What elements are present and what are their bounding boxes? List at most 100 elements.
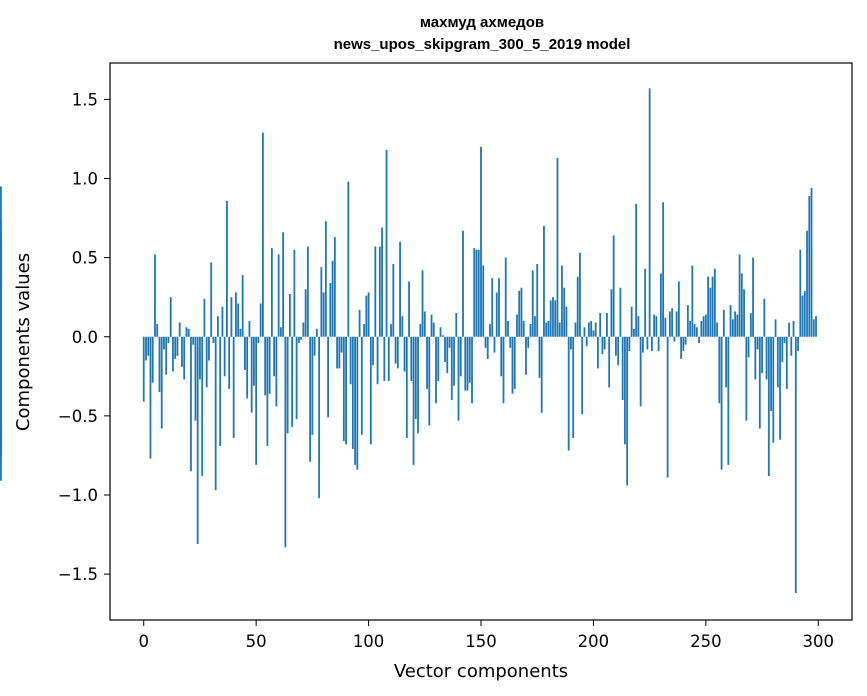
bar-62: [282, 232, 285, 337]
bar-270: [749, 313, 752, 337]
bar-132: [439, 327, 442, 337]
bar-226: [650, 336, 653, 351]
y-tick-label: 1.0: [72, 170, 98, 189]
bar-72: [304, 289, 307, 337]
bar-22: [192, 336, 195, 345]
bar-208: [610, 289, 613, 337]
bar-215: [626, 336, 629, 486]
bar-268: [745, 336, 748, 421]
bar-252: [709, 287, 712, 337]
bar-156: [493, 336, 496, 353]
bar-230: [659, 273, 662, 337]
bar-47: [248, 320, 251, 337]
bar-284: [781, 336, 784, 363]
bar-115: [401, 316, 404, 337]
bar-23: [194, 336, 197, 421]
bar-37: [226, 200, 228, 337]
bar-135: [446, 336, 449, 374]
x-tick-label: 200: [578, 632, 610, 651]
bar-65: [288, 294, 291, 337]
y-tick-label: 0.0: [72, 328, 98, 347]
bar-17: [181, 336, 183, 367]
x-axis-label: Vector components: [394, 661, 568, 682]
bar-79: [320, 267, 323, 337]
bar-137: [450, 336, 453, 401]
bar-291: [797, 336, 799, 351]
bar-209: [612, 235, 615, 337]
bar-10: [165, 336, 168, 375]
bar-292: [799, 249, 802, 337]
x-tick-label: 150: [465, 632, 497, 651]
bar-128: [430, 314, 433, 337]
bar-120: [412, 336, 415, 465]
bar-130: [435, 336, 437, 404]
bar-31: [212, 336, 215, 344]
bar-14: [174, 336, 177, 359]
bar-249: [702, 316, 705, 337]
bar-122: [417, 336, 419, 434]
bar-174: [534, 316, 536, 337]
bar-189: [567, 336, 570, 451]
bar-261: [729, 305, 732, 337]
x-axis-ticks: 0 50 100 150 200 250 300: [138, 620, 834, 651]
bar-266: [740, 273, 743, 337]
bar-163: [509, 336, 512, 348]
bar-143: [464, 336, 467, 391]
bar-239: [680, 336, 683, 359]
bar-21: [190, 336, 192, 472]
bar-274: [758, 336, 761, 429]
bar-103: [374, 246, 377, 337]
bar-246: [695, 327, 698, 337]
bar-214: [624, 336, 626, 445]
bar-125: [423, 311, 426, 337]
bar-138: [453, 336, 455, 386]
bar-299: [815, 316, 817, 337]
bar-180: [547, 320, 550, 337]
bar-151: [482, 265, 485, 337]
bar-207: [608, 336, 611, 388]
bar-32: [214, 336, 217, 491]
bar-77: [315, 328, 318, 337]
bar-280: [772, 336, 775, 443]
bar-71: [302, 322, 305, 337]
bar-69: [297, 336, 300, 344]
bar-195: [581, 336, 584, 415]
bar-235: [671, 308, 674, 337]
bar-104: [376, 336, 379, 385]
bar-293: [801, 295, 804, 337]
bar-294: [803, 290, 806, 337]
bar-260: [727, 336, 730, 465]
bar-76: [313, 336, 316, 356]
bar-176: [538, 336, 541, 378]
bar-6: [156, 324, 159, 337]
bar-242: [686, 305, 689, 337]
bar-70: [300, 336, 303, 340]
bar-5: [154, 254, 156, 337]
bar-55: [266, 336, 269, 446]
y-axis-label: Components values: [13, 253, 34, 431]
bar-269: [747, 336, 750, 358]
bar-139: [455, 313, 458, 337]
bar-4: [151, 336, 154, 383]
bar-45: [244, 336, 246, 370]
bar-232: [664, 317, 667, 337]
bar-undefined: [0, 336, 2, 405]
bar-233: [666, 336, 669, 478]
bar-162: [507, 320, 509, 337]
bar-281: [774, 319, 777, 337]
bar-106: [381, 227, 383, 337]
bar-167: [518, 290, 521, 337]
bar-223: [644, 268, 647, 337]
bar-86: [336, 336, 338, 369]
chart-title: махмуд ахмедов: [420, 14, 544, 31]
bar-267: [743, 289, 745, 337]
bar-245: [693, 324, 696, 337]
bar-68: [295, 336, 298, 420]
bar-271: [752, 257, 754, 337]
bar-94: [354, 336, 356, 465]
bar-100: [367, 292, 370, 337]
bar-236: [673, 336, 676, 342]
bar-150: [480, 146, 482, 337]
bar-13: [172, 336, 174, 372]
